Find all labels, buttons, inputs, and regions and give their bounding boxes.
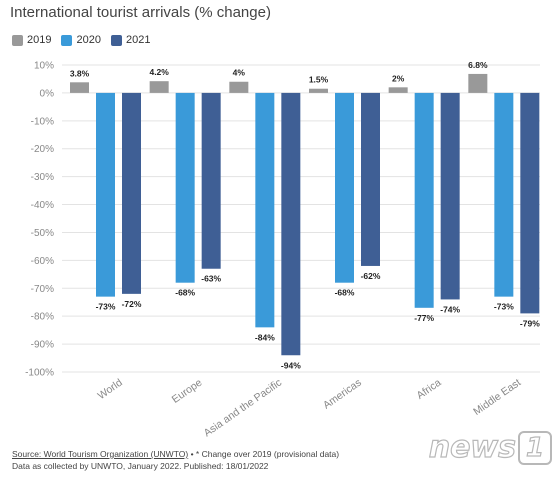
x-tick-label: World [96,377,125,403]
y-tick-label: 0% [40,88,55,99]
news1-logo: news 1 [428,429,552,466]
x-tick-label: Middle East [471,377,523,418]
data-label: -68% [175,288,195,298]
data-label: 3.8% [70,68,90,78]
data-label: 4.2% [149,67,169,77]
legend-label-2020: 2020 [76,34,101,46]
data-label: -74% [440,304,460,314]
logo-badge: 1 [518,430,552,465]
data-label: -72% [122,299,142,309]
bar-2019 [468,73,488,93]
legend-label-2021: 2021 [125,34,151,46]
bar-2020 [414,92,434,308]
legend-item-2021[interactable]: 2021 [110,34,151,46]
logo-text: news [428,429,516,465]
y-tick-label: -90% [31,340,54,351]
bar-2021 [201,92,221,269]
data-label: 1.5% [309,75,329,85]
legend-item-2019[interactable]: 2019 [12,34,51,46]
bar-2021 [520,92,540,314]
bar-2019 [70,82,89,93]
y-tick-label: -20% [31,144,54,155]
x-tick-label: Europe [170,377,205,406]
data-label: -84% [255,332,275,342]
legend-item-2020[interactable]: 2020 [61,34,101,46]
data-label: -73% [494,302,514,312]
data-label: -77% [414,313,434,323]
legend-swatch-2021 [110,34,122,46]
legend-label-2019: 2019 [27,34,52,46]
data-label: 6.8% [468,60,488,70]
y-tick-label: -40% [31,200,54,211]
publication-note: Data as collected by UNWTO, January 2022… [12,461,269,471]
source-note: • * Change over 2019 (provisional data) [190,449,340,459]
data-label: 2% [392,73,405,83]
data-label: 4% [233,68,246,78]
y-tick-label: -70% [31,284,54,295]
data-label: -63% [201,274,221,284]
bar-2020 [494,92,514,297]
y-tick-label: 10% [34,61,54,72]
data-label: -94% [281,360,301,370]
bar-2019 [309,88,328,93]
chart-title: International tourist arrivals (% change… [10,4,271,21]
data-label: -68% [335,288,355,298]
source-link[interactable]: Source: World Tourism Organization (UNWT… [12,449,189,459]
y-tick-label: -100% [25,368,54,379]
y-tick-label: -60% [31,256,54,267]
bar-2021 [361,92,380,266]
legend-swatch-2019 [12,34,23,46]
y-tick-label: -30% [31,172,54,183]
data-label: -79% [520,318,540,328]
bar-2020 [255,92,275,328]
data-label: -62% [361,271,381,281]
x-tick-label: Africa [415,377,444,402]
data-label: -73% [96,302,116,312]
bar-2019 [388,87,408,93]
bar-2021 [281,92,301,356]
y-tick-label: -50% [31,228,54,239]
footer: Source: World Tourism Organization (UNWT… [12,448,339,472]
bar-2021 [122,92,141,294]
bar-2020 [96,92,115,297]
legend: 2019 2020 2021 [12,34,150,46]
bar-2019 [149,81,169,93]
x-tick-label: Asia and the Pacific [202,377,284,440]
x-tick-label: Americas [321,377,364,412]
bar-2021 [440,92,460,300]
bar-2020 [175,92,195,283]
bar-2020 [335,92,354,283]
y-tick-label: -80% [31,312,54,323]
bar-chart: 10% 0% -10% -20% -30% -40% -50% -60% -70% -80% -90… [25,60,540,440]
y-tick-label: -10% [31,116,54,127]
legend-swatch-2020 [61,34,73,46]
bar-2019 [229,81,249,93]
